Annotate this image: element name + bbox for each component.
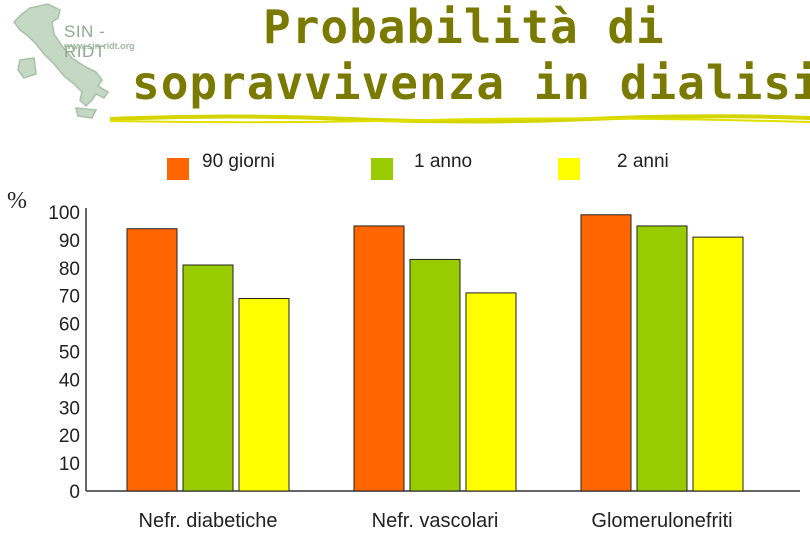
x-category-label: Nefr. diabetiche	[139, 510, 278, 532]
logo-url: www.sin-ridt.org	[64, 41, 135, 51]
x-category-label: Glomerulonefriti	[591, 510, 732, 532]
bar-1-3	[580, 214, 632, 492]
bar-3-1	[238, 297, 290, 492]
y-tick-label: 40	[59, 370, 80, 391]
legend-label: 2 anni	[617, 151, 669, 172]
y-tick-label: 70	[59, 287, 80, 308]
page-title-line-2: sopravvivenza in dialisi	[132, 56, 810, 110]
y-tick-label: 0	[69, 482, 80, 503]
bar-3-3	[692, 236, 744, 492]
title-underline	[110, 114, 810, 124]
x-category-label: Nefr. vascolari	[372, 510, 499, 532]
y-tick-label: 20	[59, 426, 80, 447]
y-tick-label: 30	[59, 398, 80, 419]
y-axis-unit-label: %	[7, 188, 27, 214]
bar-1-2	[353, 225, 405, 492]
page-title-line-1: Probabilità di	[263, 0, 665, 54]
y-tick-label: 80	[59, 259, 80, 280]
bar-1-1	[126, 228, 178, 492]
bar-2-2	[409, 258, 461, 492]
y-tick-label: 10	[59, 454, 80, 475]
legend-swatch	[558, 158, 580, 180]
legend-swatch	[167, 158, 189, 180]
bar-2-3	[636, 225, 688, 492]
legend-swatch	[371, 158, 393, 180]
legend-label: 1 anno	[414, 151, 473, 172]
italy-map-icon	[13, 3, 110, 119]
y-tick-label: 60	[59, 315, 80, 336]
y-tick-label: 50	[59, 343, 80, 364]
legend-label: 90 giorni	[202, 151, 275, 172]
y-tick-label: 90	[59, 231, 80, 252]
y-tick-label: 100	[48, 203, 80, 224]
logo-name: SIN - RIDT	[64, 22, 106, 61]
bar-3-2	[465, 292, 517, 492]
logo: SIN - RIDT www.sin-ridt.org	[0, 0, 150, 130]
bar-2-1	[182, 264, 234, 492]
